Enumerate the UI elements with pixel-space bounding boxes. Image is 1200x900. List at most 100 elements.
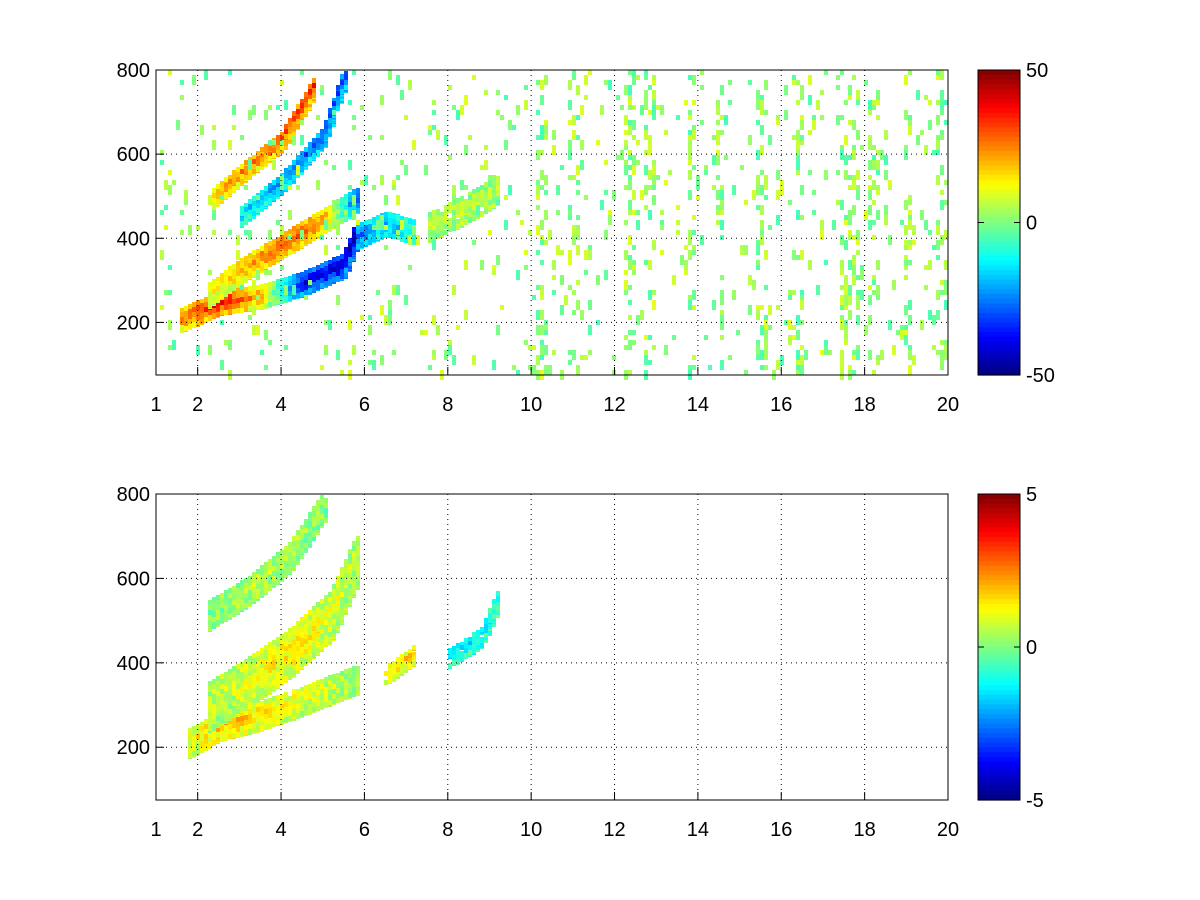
heatmap-noise-cell [220, 195, 224, 200]
heatmap-noise-cell [692, 290, 696, 300]
heatmap-cell [340, 212, 344, 217]
heatmap-cell [460, 206, 464, 211]
heatmap-cell [480, 201, 484, 206]
heatmap-noise-cell [404, 165, 408, 175]
heatmap-noise-cell [752, 285, 756, 290]
heatmap-noise-cell [616, 95, 620, 100]
heatmap-cell [404, 223, 408, 228]
heatmap-noise-cell [208, 195, 212, 205]
heatmap-noise-cell [608, 215, 612, 225]
heatmap-noise-cell [500, 115, 504, 120]
heatmap-cell [308, 99, 312, 104]
heatmap-noise-cell [792, 335, 796, 340]
heatmap-noise-cell [208, 345, 212, 355]
heatmap-noise-cell [736, 330, 740, 335]
heatmap-noise-cell [796, 370, 800, 375]
heatmap-noise-cell [724, 155, 728, 160]
heatmap-cell [328, 114, 332, 119]
heatmap-cell [324, 212, 328, 217]
heatmap-cell [320, 134, 324, 139]
heatmap-noise-cell [768, 135, 772, 145]
heatmap-cell [344, 71, 348, 76]
heatmap-noise-cell [272, 290, 276, 295]
heatmap-noise-cell [256, 325, 260, 335]
heatmap-cell [284, 129, 288, 134]
heatmap-noise-cell [796, 350, 800, 360]
heatmap-cell [460, 201, 464, 206]
heatmap-cell [272, 191, 276, 196]
heatmap-cell [280, 239, 284, 244]
heatmap-noise-cell [764, 195, 768, 200]
heatmap-noise-cell [280, 265, 284, 270]
heatmap-noise-cell [628, 200, 632, 210]
heatmap-cell [428, 237, 432, 242]
heatmap-cell [344, 252, 348, 257]
heatmap-cell [272, 153, 276, 158]
heatmap-noise-cell [164, 180, 168, 190]
heatmap-cell [288, 229, 292, 234]
heatmap-noise-cell [504, 195, 508, 200]
heatmap-cell [320, 283, 324, 288]
heatmap-noise-cell [812, 210, 816, 215]
heatmap-cell [208, 315, 212, 320]
heatmap-cell [248, 291, 252, 296]
heatmap-cell [340, 269, 344, 274]
heatmap-cell [436, 228, 440, 233]
heatmap-cell [344, 268, 348, 273]
heatmap-noise-cell [552, 275, 556, 280]
heatmap-noise-cell [408, 80, 412, 90]
heatmap-noise-cell [800, 250, 804, 260]
heatmap-noise-cell [544, 345, 548, 355]
heatmap-cell [296, 293, 300, 298]
heatmap-noise-cell [336, 245, 340, 250]
heatmap-cell [344, 85, 348, 90]
heatmap-noise-cell [244, 185, 248, 190]
heatmap-noise-cell [344, 210, 348, 215]
heatmap-noise-cell [760, 145, 764, 155]
heatmap-noise-cell [676, 220, 680, 225]
heatmap-cell [232, 186, 236, 191]
heatmap-cell [212, 279, 216, 284]
heatmap-cell [228, 184, 232, 189]
heatmap-noise-cell [692, 355, 696, 360]
heatmap-noise-cell [424, 330, 428, 335]
heatmap-noise-cell [576, 135, 580, 140]
heatmap-cell [464, 219, 468, 224]
heatmap-noise-cell [568, 260, 572, 265]
heatmap-cell [328, 209, 332, 214]
heatmap-cell [360, 242, 364, 247]
heatmap-noise-cell [716, 175, 720, 180]
heatmap-cell [448, 207, 452, 212]
heatmap-cell [288, 250, 292, 255]
heatmap-cell [248, 301, 252, 306]
heatmap-noise-cell [808, 170, 812, 175]
heatmap-cell [340, 89, 344, 94]
heatmap-noise-cell [536, 80, 540, 85]
heatmap-noise-cell [720, 190, 724, 200]
heatmap-noise-cell [552, 260, 556, 270]
heatmap-cell [364, 235, 368, 240]
heatmap-cell [292, 236, 296, 241]
heatmap-cell [452, 215, 456, 220]
heatmap-noise-cell [628, 285, 632, 290]
heatmap-cell [260, 195, 264, 200]
heatmap-noise-cell [792, 135, 796, 140]
heatmap-cell [428, 212, 432, 217]
heatmap-noise-cell [448, 85, 452, 90]
heatmap-cell [340, 259, 344, 264]
heatmap-cell [260, 205, 264, 210]
heatmap-noise-cell [708, 365, 712, 370]
heatmap-noise-cell [632, 105, 636, 110]
heatmap-noise-cell [540, 80, 544, 90]
heatmap-cell [316, 275, 320, 280]
heatmap-noise-cell [516, 370, 520, 375]
heatmap-noise-cell [540, 310, 544, 320]
heatmap-noise-cell [844, 100, 848, 105]
heatmap-noise-cell [612, 370, 616, 375]
heatmap-noise-cell [568, 140, 572, 150]
heatmap-noise-cell [692, 305, 696, 310]
heatmap-cell [240, 263, 244, 268]
heatmap-noise-cell [840, 260, 844, 270]
heatmap-noise-cell [808, 95, 812, 105]
heatmap-cell [324, 120, 328, 125]
